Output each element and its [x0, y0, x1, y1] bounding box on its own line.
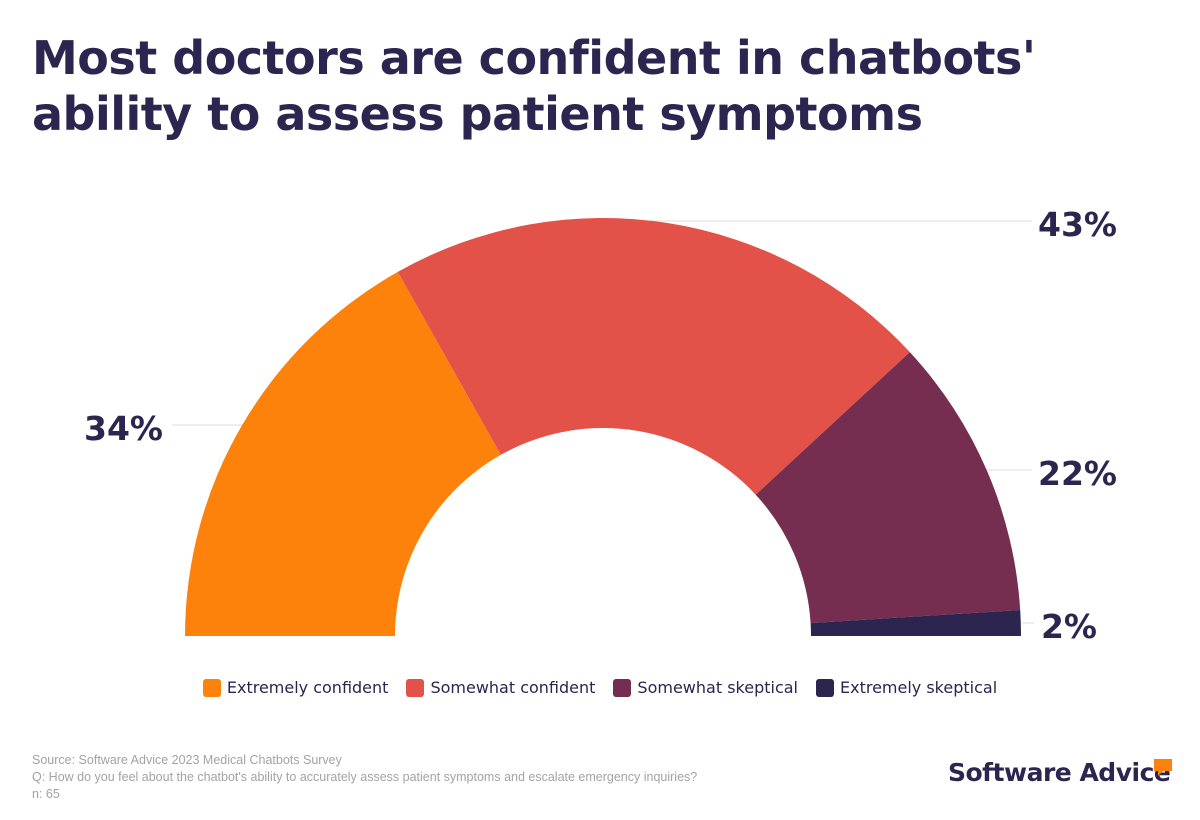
legend-swatch — [202, 678, 221, 697]
legend-swatch — [406, 678, 425, 697]
slice-somewhat-skeptical — [755, 352, 1021, 624]
legend-label: Extremely skeptical — [839, 678, 998, 697]
chart-legend: Extremely confident Somewhat confident Som… — [0, 678, 1200, 697]
legend-item: Somewhat confident — [406, 678, 595, 697]
legend-swatch — [815, 678, 834, 697]
chart-title: Most doctors are confident in chatbots' … — [32, 31, 1036, 141]
data-label: 34% — [84, 409, 163, 448]
survey-question: Q: How do you feel about the chatbot's a… — [32, 770, 698, 784]
data-label: 43% — [1038, 205, 1117, 244]
legend-swatch — [613, 678, 632, 697]
legend-label: Extremely confident — [226, 678, 389, 697]
slice-extremely-confident — [185, 271, 501, 636]
slice-extremely-skeptical — [810, 610, 1021, 636]
data-label: 2% — [1041, 607, 1097, 646]
speech-bubble-icon — [1154, 759, 1172, 776]
legend-label: Somewhat skeptical — [637, 678, 798, 697]
legend-label: Somewhat confident — [430, 678, 596, 697]
sample-size: n: 65 — [32, 787, 60, 801]
source-note: Source: Software Advice 2023 Medical Cha… — [32, 753, 342, 767]
slice-somewhat-confident — [397, 217, 910, 495]
chart-footer: Source: Software Advice 2023 Medical Cha… — [32, 752, 697, 803]
legend-item: Extremely confident — [202, 678, 389, 697]
data-label: 22% — [1038, 454, 1117, 493]
legend-item: Extremely skeptical — [815, 678, 998, 697]
brand-logo-text: Software Advice — [948, 758, 1171, 787]
legend-item: Somewhat skeptical — [613, 678, 798, 697]
